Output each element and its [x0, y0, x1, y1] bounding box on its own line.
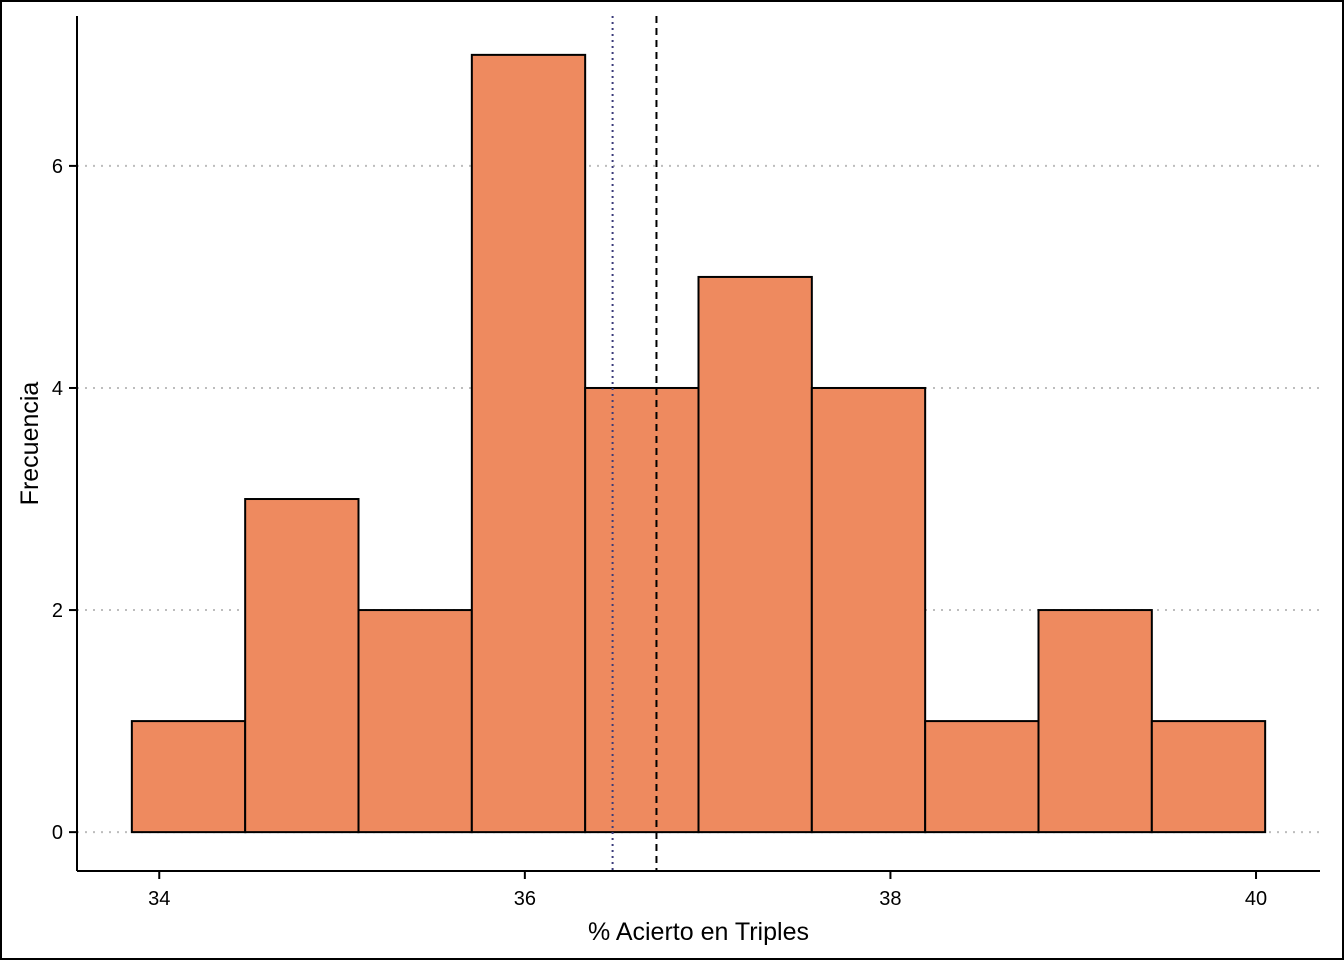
- x-tick-label: 40: [1245, 888, 1267, 910]
- histogram-bar: [924, 720, 1040, 834]
- histogram-bar: [244, 498, 360, 834]
- histogram-bars: [130, 53, 1267, 834]
- y-tick-label: 6: [52, 156, 63, 178]
- histogram-bar: [357, 609, 473, 834]
- histogram-bar: [130, 720, 247, 834]
- histogram-bar: [1037, 609, 1153, 834]
- x-tick-label: 36: [514, 888, 536, 910]
- y-tick-label: 4: [52, 378, 63, 400]
- histogram-bar: [584, 386, 700, 834]
- x-axis-title: % Acierto en Triples: [588, 918, 809, 946]
- y-tick-label: 0: [52, 822, 63, 844]
- y-tick-label: 2: [52, 600, 63, 622]
- x-tick-label: 34: [148, 888, 170, 910]
- histogram-bar: [1150, 720, 1267, 834]
- tick-labels: 0 2 4 6 34 36 38 40: [52, 156, 1267, 910]
- histogram-bar: [697, 275, 813, 834]
- axes: [69, 16, 1320, 879]
- y-axis-title: Frecuencia: [16, 382, 44, 506]
- reference-lines: [611, 16, 658, 871]
- histogram-bar: [470, 53, 587, 834]
- histogram-bar: [810, 386, 927, 834]
- x-tick-label: 38: [879, 888, 901, 910]
